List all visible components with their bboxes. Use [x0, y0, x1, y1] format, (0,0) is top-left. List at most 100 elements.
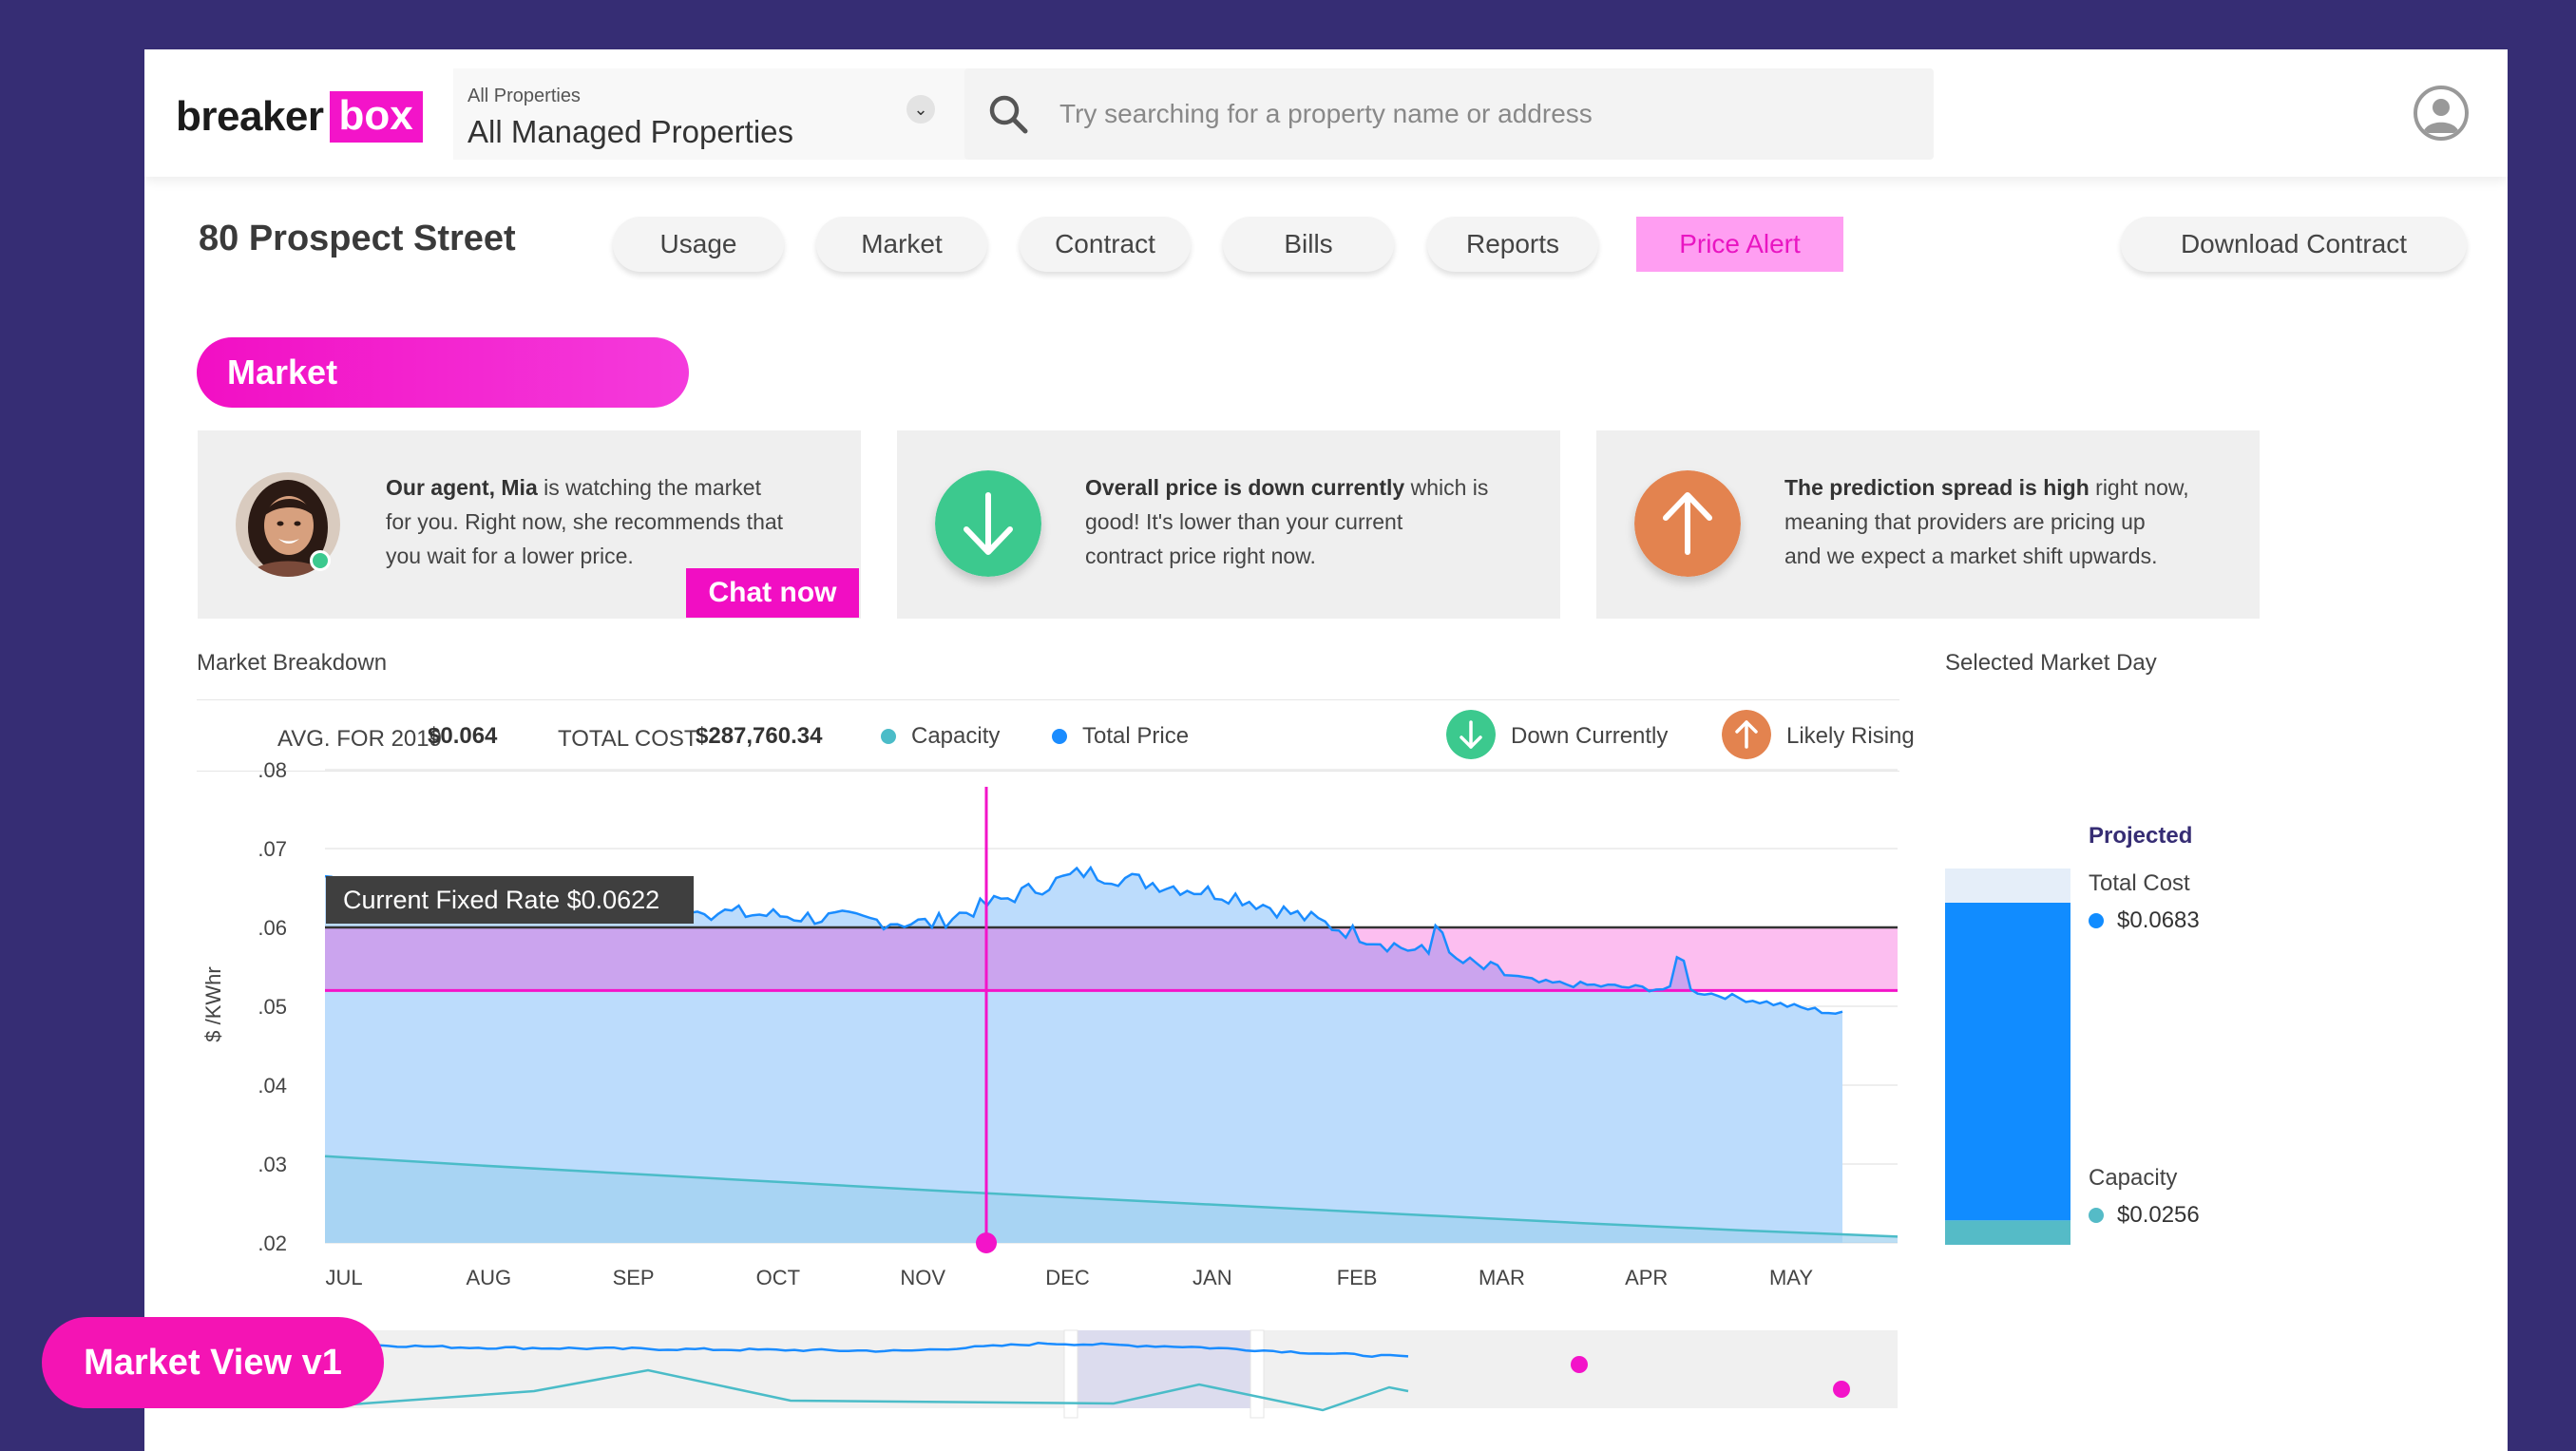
capacity-segment	[1945, 1220, 2070, 1245]
total-price-area	[325, 868, 1842, 1243]
legend-total-price-label: Total Price	[1082, 723, 1190, 749]
x-tick-label: NOV	[900, 1266, 945, 1289]
y-tick-label: .05	[258, 995, 287, 1019]
page-title: 80 Prospect Street	[199, 219, 516, 258]
navigator-capacity-line	[324, 1368, 1409, 1412]
legend-capacity-label: Capacity	[911, 723, 1001, 749]
total-cost-side-value: $0.0683	[2089, 907, 2200, 934]
avg-value: $0.064	[428, 723, 498, 749]
fixed-rate-label: Current Fixed Rate $0.0622	[326, 876, 694, 924]
x-tick-label: SEP	[613, 1266, 655, 1289]
prediction-spread-bold: The prediction spread is high	[1784, 475, 2089, 500]
x-tick-label: APR	[1625, 1266, 1668, 1289]
tab-contract[interactable]: Contract	[1020, 217, 1191, 272]
capacity-side-label: Capacity	[2089, 1165, 2178, 1191]
selected-market-day-title: Selected Market Day	[1945, 650, 2157, 676]
total-cost-segment	[1945, 903, 2070, 1221]
likely-rising-icon	[1722, 710, 1771, 759]
price-status-line2: good! It's lower than your current	[1085, 509, 1403, 534]
agent-message: Our agent, Mia is watching the market fo…	[386, 470, 783, 573]
app-window: breaker box All Properties All Managed P…	[144, 49, 2508, 1451]
tab-bills[interactable]: Bills	[1223, 217, 1394, 272]
x-tick-label: JAN	[1193, 1266, 1232, 1289]
agent-avatar	[236, 472, 340, 577]
tab-usage[interactable]: Usage	[613, 217, 784, 272]
x-tick-label: OCT	[756, 1266, 800, 1289]
search-input[interactable]: Try searching for a property name or add…	[1059, 99, 1593, 128]
legend-total-price[interactable]: Total Price	[1052, 723, 1189, 750]
x-tick-label: MAY	[1769, 1266, 1813, 1289]
property-select-caption: All Properties	[467, 86, 581, 106]
prediction-spread-line2: meaning that providers are pricing up	[1784, 509, 2146, 534]
projected-segment	[1945, 869, 2070, 903]
capacity-side-value: $0.0256	[2089, 1202, 2200, 1229]
chart-legend: AVG. FOR 2019 $0.064 TOTAL COST $287,760…	[197, 699, 1915, 772]
x-tick-label: AUG	[466, 1266, 511, 1289]
prediction-spread-line3: and we expect a market shift upwards.	[1784, 544, 2158, 568]
price-status-line3: contract price right now.	[1085, 544, 1316, 568]
logo-text-breaker: breaker	[176, 93, 324, 140]
down-currently-icon	[1446, 710, 1496, 759]
chat-now-button[interactable]: Chat now	[686, 568, 859, 618]
total-price-dot-icon	[1052, 729, 1067, 744]
chevron-down-icon[interactable]: ⌄	[906, 95, 935, 124]
user-avatar-icon[interactable]	[2414, 86, 2469, 141]
legend-capacity[interactable]: Capacity	[881, 723, 1000, 750]
capacity-dot-icon	[881, 729, 896, 744]
online-status-icon	[310, 550, 331, 571]
capacity-line	[324, 1155, 1899, 1238]
download-contract-button[interactable]: Download Contract	[2121, 217, 2467, 272]
selected-day-bar	[1945, 869, 2070, 1245]
market-chart[interactable]: .08 .07 .06 .05 .04 .03 .02 $ /KWhr JUL AUG SEP OCT…	[144, 49, 2508, 1451]
total-cost-label: TOTAL COST	[558, 726, 698, 752]
y-axis-label: $ /KWhr	[201, 966, 225, 1041]
prediction-spread-message: The prediction spread is high right now,…	[1784, 470, 2189, 573]
price-alert-band	[325, 927, 1898, 991]
logo[interactable]: breaker box	[176, 91, 423, 143]
arrow-up-icon	[1634, 470, 1741, 577]
agent-message-rest: is watching the market	[537, 475, 761, 500]
y-tick-label: .06	[258, 916, 287, 940]
agent-message-bold: Our agent, Mia	[386, 475, 538, 500]
x-tick-label: DEC	[1045, 1266, 1090, 1289]
navigator-total-line	[324, 1342, 1409, 1358]
tab-price-alert[interactable]: Price Alert	[1636, 217, 1843, 272]
y-tick-label: .03	[258, 1153, 287, 1176]
projected-label: Projected	[2089, 823, 2193, 849]
logo-text-box: box	[329, 91, 423, 143]
top-header: breaker box All Properties All Managed P…	[144, 49, 2508, 177]
price-status-rest: which is	[1404, 475, 1489, 500]
tab-market[interactable]: Market	[816, 217, 987, 272]
prediction-spread-rest: right now,	[2089, 475, 2189, 500]
search-bar[interactable]: Try searching for a property name or add…	[964, 68, 1934, 160]
y-tick-label: .08	[258, 758, 287, 782]
selected-day-handle	[976, 1232, 998, 1253]
avg-label: AVG. FOR 2019	[277, 726, 442, 752]
total-cost-side-label: Total Cost	[2089, 870, 2190, 896]
property-select-value: All Managed Properties	[467, 114, 794, 149]
market-view-badge: Market View v1	[42, 1317, 384, 1408]
capacity-side-dot-icon	[2089, 1208, 2104, 1223]
y-tick-label: .07	[258, 837, 287, 861]
y-tick-label: .02	[258, 1231, 287, 1255]
total-cost-value: $287,760.34	[696, 723, 823, 749]
agent-message-line3: you wait for a lower price.	[386, 544, 634, 568]
x-tick-label: FEB	[1337, 1266, 1378, 1289]
price-status-message: Overall price is down currently which is…	[1085, 470, 1488, 573]
capacity-side-amount: $0.0256	[2117, 1202, 2200, 1228]
price-status-card: Overall price is down currently which is…	[897, 430, 1560, 619]
prediction-spread-card: The prediction spread is high right now,…	[1596, 430, 2260, 619]
tab-reports[interactable]: Reports	[1427, 217, 1598, 272]
legend-likely-rising: Likely Rising	[1786, 723, 1915, 749]
y-tick-label: .04	[258, 1074, 287, 1098]
range-handle-left	[1063, 1329, 1078, 1419]
x-tick-label: JUL	[325, 1266, 362, 1289]
total-cost-side-amount: $0.0683	[2117, 907, 2200, 933]
total-cost-dot-icon	[2089, 913, 2104, 928]
x-tick-label: MAR	[1479, 1266, 1525, 1289]
navigator-marker	[1833, 1381, 1850, 1398]
market-breakdown-title: Market Breakdown	[197, 650, 388, 676]
navigator-marker	[1571, 1356, 1588, 1373]
agent-message-line2: for you. Right now, she recommends that	[386, 509, 784, 534]
search-icon	[989, 95, 1028, 134]
